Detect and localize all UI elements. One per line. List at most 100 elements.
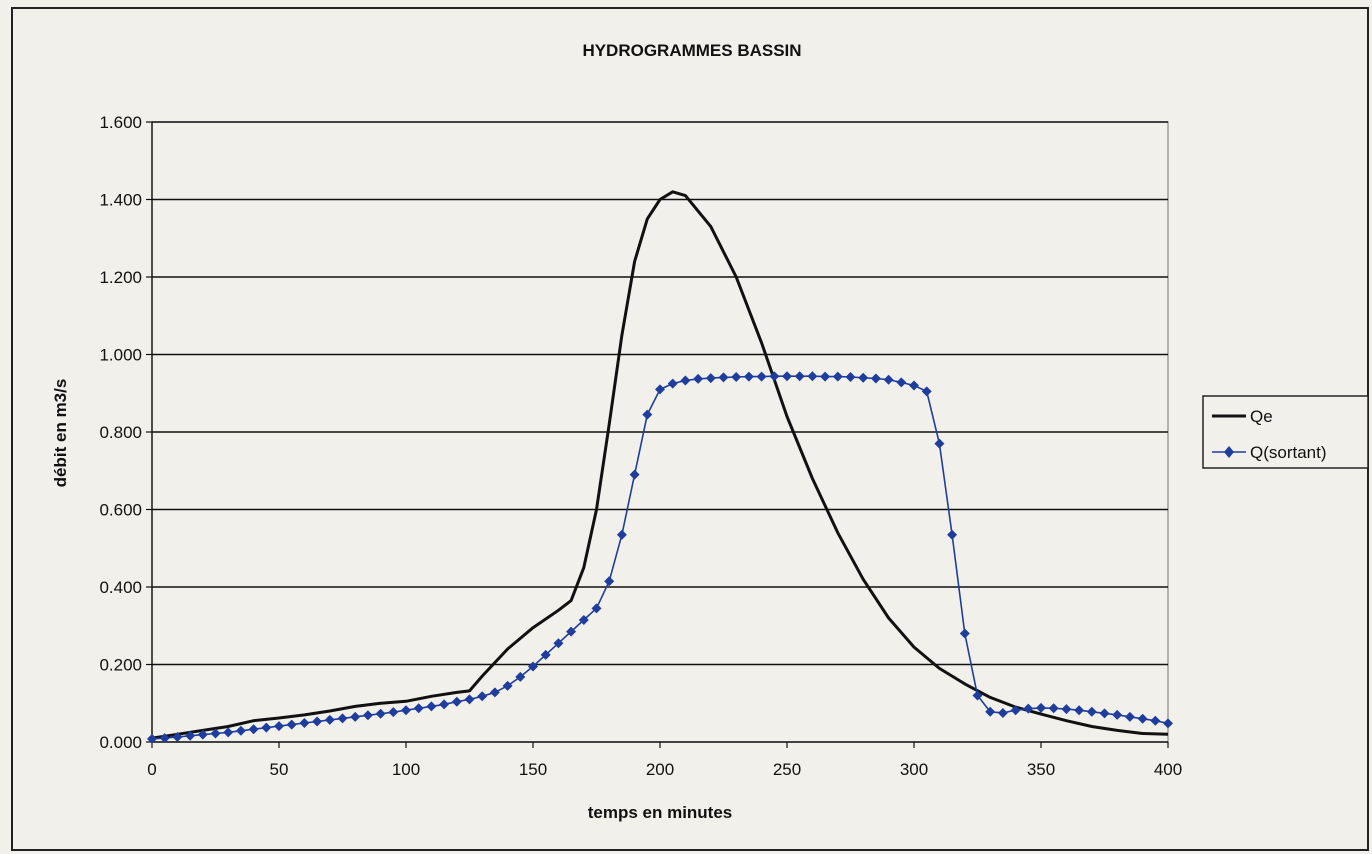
y-axis-title: débit en m3/s bbox=[51, 379, 70, 488]
y-tick-label: 0.000 bbox=[99, 733, 142, 752]
data-point-qsortant bbox=[731, 371, 742, 382]
data-point-qsortant bbox=[845, 371, 856, 382]
data-point-qsortant bbox=[947, 529, 958, 540]
data-point-qsortant bbox=[185, 730, 196, 741]
legend: Qe Q(sortant) bbox=[1202, 395, 1369, 469]
data-point-qsortant bbox=[274, 721, 284, 732]
data-point-qsortant bbox=[655, 384, 665, 395]
data-point-qsortant bbox=[477, 691, 488, 702]
data-point-qsortant bbox=[1010, 705, 1021, 716]
data-point-qsortant bbox=[1061, 704, 1072, 715]
data-point-qsortant bbox=[147, 733, 157, 744]
data-point-qsortant bbox=[1137, 713, 1148, 724]
data-point-qsortant bbox=[337, 713, 348, 724]
data-point-qsortant bbox=[997, 707, 1008, 718]
data-point-qsortant bbox=[718, 372, 729, 383]
x-tick-label: 400 bbox=[1154, 760, 1182, 779]
y-tick-label: 1.400 bbox=[99, 191, 142, 210]
x-tick-label: 150 bbox=[519, 760, 547, 779]
data-point-qsortant bbox=[705, 373, 716, 384]
legend-label-qe: Qe bbox=[1250, 407, 1273, 426]
series-line-qsortant bbox=[151, 375, 1169, 740]
data-point-qsortant bbox=[743, 371, 754, 382]
x-tick-label: 200 bbox=[646, 760, 674, 779]
x-tick-label: 50 bbox=[270, 760, 289, 779]
data-point-qsortant bbox=[1086, 706, 1097, 717]
x-tick-label: 100 bbox=[392, 760, 420, 779]
data-point-qsortant bbox=[515, 671, 526, 682]
data-point-qsortant bbox=[921, 386, 932, 397]
data-point-qsortant bbox=[426, 701, 437, 712]
data-point-qsortant bbox=[693, 373, 704, 384]
plot-area: 0.000 0.200 0.400 0.600 0.800 1.000 1.200 1.400… bbox=[99, 113, 1182, 779]
data-point-qsortant bbox=[604, 576, 615, 587]
data-point-qsortant bbox=[223, 727, 234, 738]
data-point-qsortant bbox=[667, 378, 678, 389]
data-point-qsortant bbox=[883, 374, 894, 385]
data-point-qsortant bbox=[413, 703, 424, 714]
y-tick-label: 0.600 bbox=[99, 501, 142, 520]
data-point-qsortant bbox=[489, 687, 500, 698]
data-point-qsortant bbox=[629, 469, 640, 480]
data-point-qsortant bbox=[388, 707, 399, 718]
data-point-qsortant bbox=[1036, 702, 1046, 713]
x-tick-label: 300 bbox=[900, 760, 928, 779]
data-point-qsortant bbox=[362, 710, 373, 721]
data-point-qsortant bbox=[324, 714, 335, 725]
y-tick-label: 0.400 bbox=[99, 578, 142, 597]
data-point-qsortant bbox=[782, 371, 792, 382]
data-point-qsortant bbox=[261, 722, 272, 733]
data-point-qsortant bbox=[616, 529, 627, 540]
x-axis-title: temps en minutes bbox=[588, 803, 733, 822]
data-point-qsortant bbox=[235, 725, 246, 736]
data-point-qsortant bbox=[1124, 711, 1135, 722]
data-point-qsortant bbox=[832, 371, 843, 382]
data-point-qsortant bbox=[1074, 705, 1085, 716]
chart-title: HYDROGRAMMES BASSIN bbox=[582, 41, 801, 60]
data-point-qsortant bbox=[794, 371, 805, 382]
data-point-qsortant bbox=[1048, 703, 1059, 714]
data-point-qsortant bbox=[820, 371, 831, 382]
data-point-qsortant bbox=[578, 614, 589, 625]
data-point-qsortant bbox=[807, 371, 818, 382]
data-point-qsortant bbox=[1112, 709, 1123, 720]
data-point-qsortant bbox=[642, 409, 653, 420]
legend-marker-qsortant bbox=[1224, 446, 1234, 458]
data-point-qsortant bbox=[464, 694, 475, 705]
y-tick-label: 0.200 bbox=[99, 656, 142, 675]
data-point-qsortant bbox=[540, 649, 551, 660]
data-point-qsortant bbox=[299, 718, 310, 729]
data-point-qsortant bbox=[553, 638, 564, 649]
data-point-qsortant bbox=[401, 705, 411, 716]
data-point-qsortant bbox=[248, 724, 259, 735]
data-point-qsortant bbox=[972, 690, 983, 701]
legend-label-qsortant: Q(sortant) bbox=[1250, 443, 1327, 462]
data-point-qsortant bbox=[375, 708, 386, 719]
data-point-qsortant bbox=[528, 661, 538, 672]
data-point-qsortant bbox=[1099, 708, 1110, 719]
data-point-qsortant bbox=[934, 438, 945, 449]
y-tick-label: 1.000 bbox=[99, 346, 142, 365]
data-point-qsortant bbox=[959, 628, 970, 639]
data-point-qsortant bbox=[896, 377, 907, 388]
data-point-qsortant bbox=[769, 371, 780, 382]
data-point-qsortant bbox=[985, 706, 996, 717]
data-point-qsortant bbox=[172, 731, 183, 742]
y-tick-label: 1.200 bbox=[99, 268, 142, 287]
data-point-qsortant bbox=[286, 719, 297, 730]
data-point-qsortant bbox=[858, 372, 869, 383]
data-point-qsortant bbox=[1163, 718, 1173, 729]
x-tick-label: 0 bbox=[147, 760, 156, 779]
data-point-qsortant bbox=[591, 603, 602, 614]
x-tick-label: 350 bbox=[1027, 760, 1055, 779]
data-point-qsortant bbox=[680, 375, 691, 386]
data-point-qsortant bbox=[451, 696, 462, 707]
data-point-qsortant bbox=[1023, 703, 1034, 714]
data-point-qsortant bbox=[210, 728, 221, 739]
y-tick-label: 0.800 bbox=[99, 423, 142, 442]
data-point-qsortant bbox=[312, 716, 323, 727]
data-point-qsortant bbox=[350, 711, 361, 722]
data-point-qsortant bbox=[439, 699, 450, 710]
